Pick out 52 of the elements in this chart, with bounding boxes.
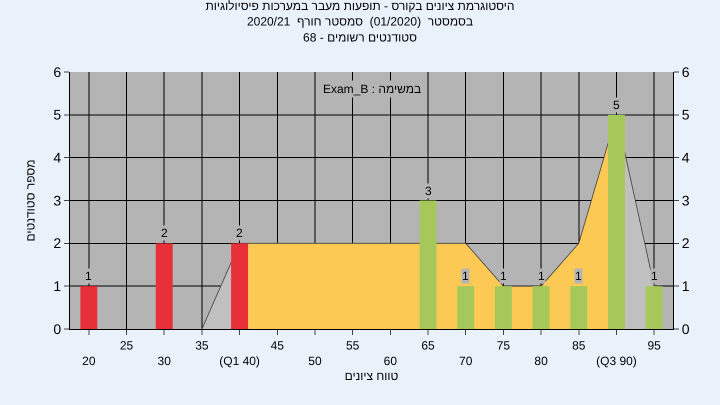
- x-tick-label: 20: [82, 354, 96, 368]
- x-tick-label: (Q1 40): [219, 354, 260, 368]
- bar: [570, 286, 588, 329]
- y-tick-label: 5: [53, 106, 62, 123]
- y2-tick-label: 2: [682, 235, 690, 252]
- x-tick-label: 75: [496, 338, 510, 352]
- x-tick-label: 95: [647, 338, 662, 352]
- y-tick-label: 2: [53, 235, 62, 252]
- y2-tick-label: 1: [682, 278, 690, 294]
- data-label: 1: [575, 269, 582, 283]
- bar: [80, 286, 98, 329]
- data-label: 5: [613, 98, 620, 112]
- x-tick-label: 65: [421, 338, 436, 352]
- data-label: 1: [85, 269, 92, 283]
- y-tick-label: 3: [53, 192, 62, 208]
- x-tick-label: 45: [270, 338, 284, 352]
- y-tick-label: 0: [53, 320, 62, 337]
- y2-tick-label: 5: [682, 106, 690, 123]
- x-tick-label: 30: [158, 354, 172, 368]
- bar: [494, 286, 512, 329]
- bar: [646, 286, 663, 329]
- data-label: 1: [538, 269, 545, 283]
- y-tick-label: 6: [53, 64, 62, 80]
- x-tick-label: (Q3 90): [596, 354, 637, 368]
- y-axis-title: מספר סטודנטים: [24, 159, 38, 242]
- y2-tick-label: 3: [682, 192, 690, 208]
- x-tick-label: 85: [572, 338, 586, 352]
- data-label: 3: [425, 184, 432, 198]
- x-tick-label: 60: [384, 354, 398, 368]
- x-tick-label: 80: [534, 354, 548, 368]
- bar: [457, 286, 474, 329]
- x-tick-label: 70: [459, 354, 473, 368]
- data-label: 1: [651, 269, 658, 283]
- y2-tick-label: 6: [682, 64, 690, 80]
- y-tick-label: 1: [53, 278, 62, 294]
- data-label: 2: [161, 226, 168, 240]
- bar: [532, 286, 550, 329]
- y2-tick-label: 4: [682, 150, 690, 166]
- chart-title: היסטוגרמת ציונים בקורס - תופעות מעבר במערכות פיסיולוגיות בסמסטר (01/2020) סמסטר חורף 2020/21 סטודנטים רשומים - 68: [205, 0, 515, 44]
- y-tick-label: 4: [53, 150, 62, 166]
- x-tick-label: 55: [346, 338, 360, 352]
- x-tick-label: 50: [308, 354, 322, 368]
- data-label: 2: [236, 226, 243, 240]
- x-tick-label: 25: [120, 338, 134, 352]
- x-tick-label: 35: [195, 338, 209, 352]
- y2-tick-label: 0: [682, 320, 690, 337]
- bar: [420, 200, 437, 329]
- data-label: 1: [462, 269, 469, 283]
- data-label: 1: [500, 269, 507, 283]
- x-axis-title: טווח ציונים: [344, 368, 399, 383]
- bar: [156, 243, 173, 329]
- annotation: Exam_B : במשימה: [323, 82, 422, 96]
